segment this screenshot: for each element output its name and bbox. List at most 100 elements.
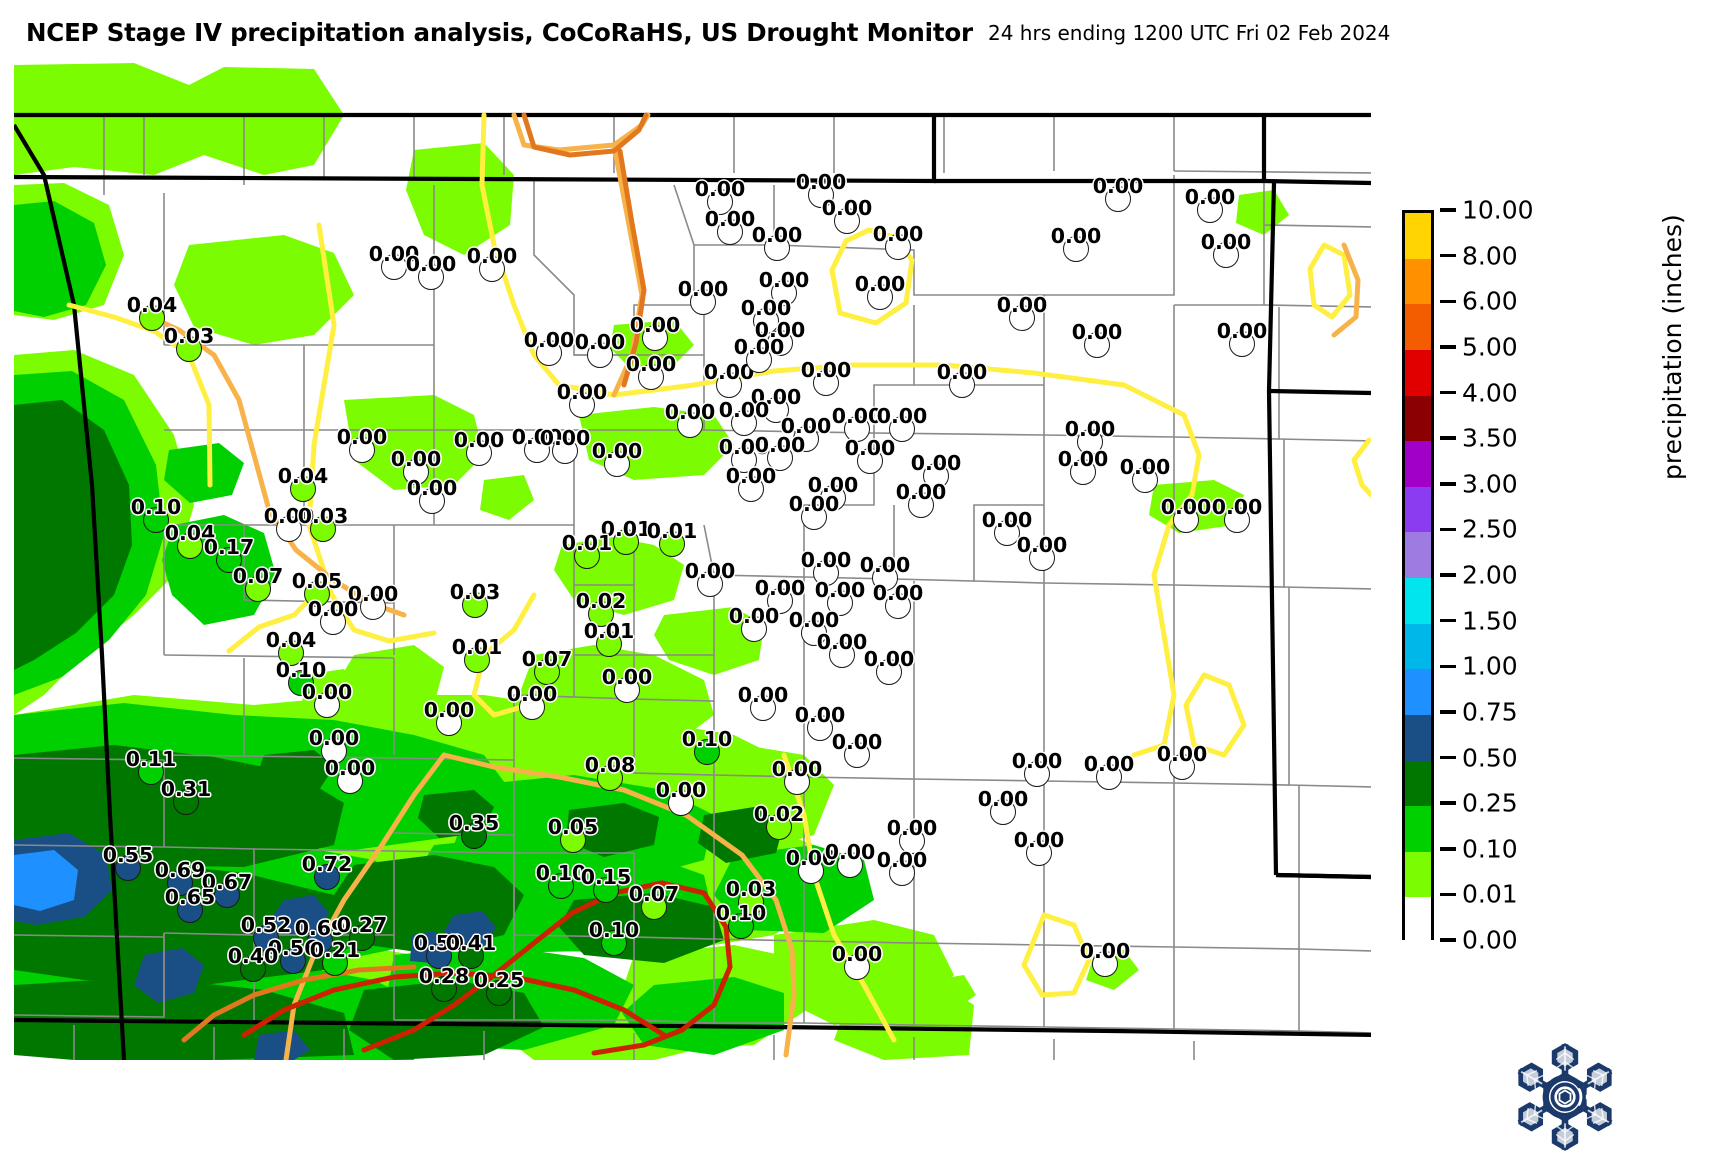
station-dot[interactable] — [614, 677, 640, 703]
station-dot[interactable] — [1024, 761, 1050, 787]
station-dot[interactable] — [534, 659, 560, 685]
station-dot[interactable] — [767, 330, 793, 356]
station-dot[interactable] — [1029, 545, 1055, 571]
station-marker[interactable]: 0.01 — [584, 619, 634, 657]
station-dot[interactable] — [746, 347, 772, 373]
station-dot[interactable] — [1229, 331, 1255, 357]
station-marker[interactable]: 0.56 — [268, 936, 318, 974]
station-marker[interactable]: 0.21 — [310, 938, 360, 976]
station-dot[interactable] — [1197, 197, 1223, 223]
station-marker[interactable]: 0.10 — [131, 495, 181, 533]
station-marker[interactable]: 0.17 — [204, 535, 254, 573]
station-marker[interactable]: 0.00 — [1072, 320, 1122, 358]
station-marker[interactable]: 0.00 — [786, 846, 836, 884]
station-dot[interactable] — [690, 289, 716, 315]
station-dot[interactable] — [458, 943, 484, 969]
station-dot[interactable] — [587, 342, 613, 368]
station-marker[interactable]: 0.00 — [896, 480, 946, 518]
station-dot[interactable] — [1173, 507, 1199, 533]
station-dot[interactable] — [641, 894, 667, 920]
station-marker[interactable]: 0.00 — [997, 293, 1047, 331]
station-marker[interactable]: 0.00 — [1157, 742, 1207, 780]
station-dot[interactable] — [1132, 467, 1158, 493]
station-marker[interactable]: 0.00 — [665, 400, 715, 438]
station-marker[interactable]: 0.00 — [302, 680, 352, 718]
station-dot[interactable] — [536, 340, 562, 366]
station-dot[interactable] — [173, 789, 199, 815]
station-dot[interactable] — [827, 590, 853, 616]
station-marker[interactable]: 0.05 — [292, 569, 342, 607]
station-dot[interactable] — [321, 738, 347, 764]
station-dot[interactable] — [1224, 507, 1250, 533]
station-dot[interactable] — [314, 692, 340, 718]
station-marker[interactable]: 0.41 — [446, 931, 496, 969]
station-dot[interactable] — [707, 189, 733, 215]
station-dot[interactable] — [990, 799, 1016, 825]
station-marker[interactable]: 0.00 — [822, 196, 872, 234]
station-marker[interactable]: 0.00 — [325, 756, 375, 794]
station-marker[interactable]: 0.00 — [734, 335, 784, 373]
station-dot[interactable] — [240, 956, 266, 982]
station-marker[interactable]: 0.10 — [276, 658, 326, 696]
station-dot[interactable] — [899, 828, 925, 854]
station-marker[interactable]: 0.00 — [887, 816, 937, 854]
station-dot[interactable] — [716, 372, 742, 398]
station-dot[interactable] — [753, 308, 779, 334]
station-dot[interactable] — [288, 670, 314, 696]
station-marker[interactable]: 0.00 — [801, 548, 851, 586]
station-dot[interactable] — [115, 855, 141, 881]
station-dot[interactable] — [801, 504, 827, 530]
station-marker[interactable]: 0.00 — [1014, 828, 1064, 866]
station-dot[interactable] — [216, 547, 242, 573]
station-dot[interactable] — [601, 930, 627, 956]
station-marker[interactable]: 0.00 — [1012, 749, 1062, 787]
station-marker[interactable]: 0.10 — [589, 918, 639, 956]
station-dot[interactable] — [139, 305, 165, 331]
station-marker[interactable]: 0.00 — [789, 492, 839, 530]
station-dot[interactable] — [766, 814, 792, 840]
station-dot[interactable] — [1213, 242, 1239, 268]
station-marker[interactable]: 0.10 — [716, 901, 766, 939]
station-marker[interactable]: 0.10 — [682, 727, 732, 765]
station-marker[interactable]: 0.00 — [1065, 417, 1115, 455]
station-marker[interactable]: 0.00 — [772, 757, 822, 795]
station-marker[interactable]: 0.00 — [1058, 447, 1108, 485]
station-dot[interactable] — [867, 284, 893, 310]
station-marker[interactable]: 0.65 — [165, 885, 215, 923]
station-dot[interactable] — [280, 948, 306, 974]
station-marker[interactable]: 0.03 — [164, 324, 214, 362]
station-dot[interactable] — [304, 581, 330, 607]
station-dot[interactable] — [764, 235, 790, 261]
station-marker[interactable]: 0.00 — [795, 703, 845, 741]
station-dot[interactable] — [677, 412, 703, 438]
station-marker[interactable]: 0.00 — [369, 242, 419, 280]
station-marker[interactable]: 0.00 — [911, 451, 961, 489]
station-dot[interactable] — [593, 877, 619, 903]
station-dot[interactable] — [436, 710, 462, 736]
station-marker[interactable]: 0.00 — [832, 730, 882, 768]
station-dot[interactable] — [245, 576, 271, 602]
station-marker[interactable]: 0.00 — [1185, 185, 1235, 223]
station-dot[interactable] — [1084, 332, 1110, 358]
station-dot[interactable] — [837, 852, 863, 878]
station-dot[interactable] — [253, 925, 279, 951]
station-marker[interactable]: 0.00 — [752, 223, 802, 261]
station-dot[interactable] — [908, 492, 934, 518]
station-marker[interactable]: 0.00 — [1080, 939, 1130, 977]
station-marker[interactable]: 0.59 — [414, 931, 464, 969]
station-marker[interactable]: 0.07 — [629, 882, 679, 920]
station-marker[interactable]: 0.00 — [755, 576, 805, 614]
station-dot[interactable] — [419, 488, 445, 514]
station-marker[interactable]: 0.00 — [348, 582, 398, 620]
station-dot[interactable] — [949, 372, 975, 398]
station-dot[interactable] — [597, 765, 623, 791]
station-marker[interactable]: 0.07 — [233, 564, 283, 602]
station-marker[interactable]: 0.00 — [1217, 319, 1267, 357]
station-marker[interactable]: 0.05 — [548, 815, 598, 853]
station-marker[interactable]: 0.72 — [302, 852, 352, 890]
station-marker[interactable]: 0.03 — [298, 504, 348, 542]
station-marker[interactable]: 0.00 — [407, 476, 457, 514]
station-marker[interactable]: 0.00 — [540, 426, 590, 464]
station-dot[interactable] — [697, 571, 723, 597]
station-dot[interactable] — [588, 601, 614, 627]
